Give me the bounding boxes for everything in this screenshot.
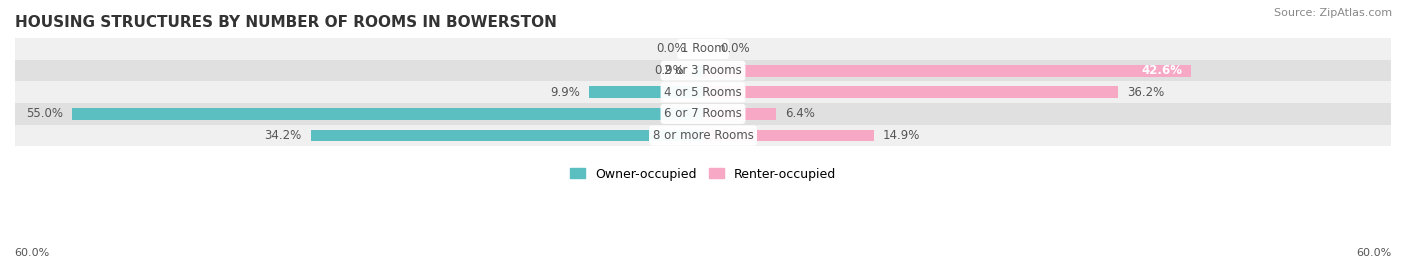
Text: 42.6%: 42.6% [1142, 64, 1182, 77]
Text: 60.0%: 60.0% [1357, 248, 1392, 258]
Bar [15, 60, 1391, 82]
Text: 60.0%: 60.0% [14, 248, 49, 258]
Bar [703, 130, 875, 141]
Text: 8 or more Rooms: 8 or more Rooms [652, 129, 754, 142]
Text: 0.0%: 0.0% [720, 43, 749, 55]
Bar [693, 65, 703, 77]
Bar [72, 108, 703, 120]
Text: 36.2%: 36.2% [1128, 86, 1164, 99]
Text: 34.2%: 34.2% [264, 129, 302, 142]
Legend: Owner-occupied, Renter-occupied: Owner-occupied, Renter-occupied [565, 162, 841, 186]
Text: 6.4%: 6.4% [786, 107, 815, 121]
Text: 6 or 7 Rooms: 6 or 7 Rooms [664, 107, 742, 121]
Bar [703, 108, 776, 120]
Text: Source: ZipAtlas.com: Source: ZipAtlas.com [1274, 8, 1392, 18]
Bar [15, 125, 1391, 146]
Bar [15, 103, 1391, 125]
Text: 0.0%: 0.0% [657, 43, 686, 55]
Bar [15, 82, 1391, 103]
Text: 14.9%: 14.9% [883, 129, 921, 142]
Text: 0.9%: 0.9% [654, 64, 683, 77]
Text: 1 Room: 1 Room [681, 43, 725, 55]
Text: HOUSING STRUCTURES BY NUMBER OF ROOMS IN BOWERSTON: HOUSING STRUCTURES BY NUMBER OF ROOMS IN… [15, 15, 557, 30]
Bar [589, 86, 703, 98]
Text: 4 or 5 Rooms: 4 or 5 Rooms [664, 86, 742, 99]
Bar [703, 65, 1191, 77]
Text: 2 or 3 Rooms: 2 or 3 Rooms [664, 64, 742, 77]
Text: 55.0%: 55.0% [27, 107, 63, 121]
Bar [15, 38, 1391, 60]
Text: 9.9%: 9.9% [550, 86, 581, 99]
Bar [311, 130, 703, 141]
Bar [703, 86, 1118, 98]
